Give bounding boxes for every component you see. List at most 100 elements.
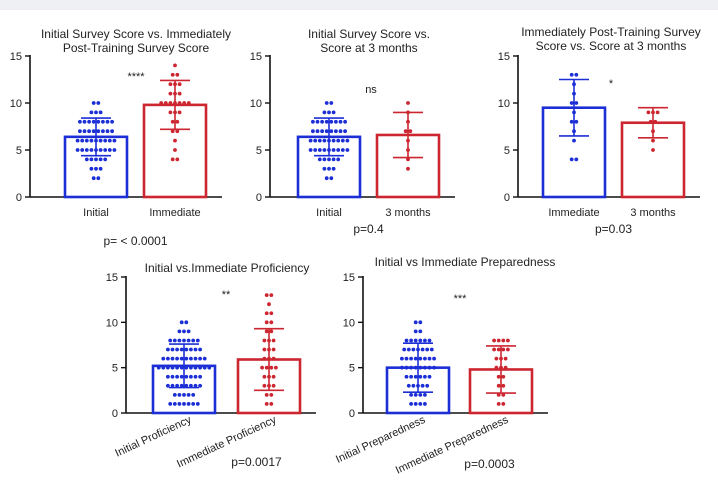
data-point [264, 320, 269, 325]
data-point [651, 129, 655, 134]
data-point [182, 392, 186, 397]
data-point [329, 101, 334, 105]
data-point [189, 356, 193, 361]
data-point [262, 383, 267, 388]
data-point [496, 374, 501, 379]
data-point [173, 138, 177, 143]
data-point [331, 148, 336, 152]
data-point [329, 176, 334, 181]
data-point [89, 157, 94, 162]
data-point [163, 101, 168, 105]
data-point [492, 338, 496, 343]
data-point [193, 365, 198, 370]
data-point [179, 383, 184, 388]
data-point [175, 157, 180, 162]
data-point [572, 129, 576, 134]
data-point [324, 129, 329, 134]
data-point [334, 129, 338, 134]
data-point [269, 392, 274, 397]
data-point [432, 365, 436, 370]
data-point [184, 383, 189, 388]
data-point [96, 101, 101, 105]
significance-label: * [609, 78, 614, 90]
data-point [112, 138, 117, 143]
data-point [427, 338, 432, 343]
data-point [168, 91, 173, 96]
data-point [264, 329, 269, 334]
data-point [569, 119, 574, 124]
data-point [311, 119, 315, 124]
data-point [179, 374, 184, 379]
chart-panel-5: Initial vs Immediate Preparedness051015I… [334, 255, 555, 477]
data-point [336, 157, 341, 162]
data-point [269, 329, 274, 334]
data-point [98, 148, 103, 152]
data-point [572, 110, 576, 115]
data-point [186, 101, 191, 105]
data-point [418, 320, 423, 325]
y-tick-label: 15 [250, 51, 262, 63]
data-point [411, 347, 416, 352]
chart-panel-2: Initial Survey Score vs.Score at 3 month… [250, 27, 455, 236]
significance-label: **** [127, 71, 145, 83]
data-point [84, 138, 89, 143]
data-point [78, 129, 82, 134]
data-point [569, 101, 574, 105]
data-point [170, 119, 175, 124]
data-point [94, 138, 98, 143]
data-point [89, 148, 94, 152]
y-tick-label: 0 [112, 408, 118, 420]
data-point [179, 356, 184, 361]
data-point [496, 347, 501, 352]
data-point [345, 148, 350, 152]
significance-label: ** [222, 289, 231, 301]
data-point [317, 138, 322, 143]
data-point [96, 129, 101, 134]
data-point [91, 129, 96, 134]
data-point [189, 374, 193, 379]
data-point [327, 157, 331, 162]
data-point [170, 129, 175, 134]
data-point [311, 129, 315, 134]
data-point [166, 347, 170, 352]
data-point [432, 356, 436, 361]
data-point [317, 148, 322, 152]
data-point [327, 148, 331, 152]
data-point [651, 110, 655, 115]
data-point [262, 338, 267, 343]
chart-title: Initial vs Immediate Preparedness [375, 255, 556, 269]
data-point [186, 392, 191, 397]
data-point [184, 320, 189, 325]
data-point [338, 129, 343, 134]
data-point [271, 374, 276, 379]
data-point [168, 338, 173, 343]
data-point [168, 101, 173, 105]
data-point [308, 148, 313, 152]
chart-title: Immediately Post-Training Survey [521, 25, 701, 39]
data-point [406, 138, 410, 143]
x-tick-label: Initial Proficiency [113, 414, 193, 460]
data-point [322, 110, 327, 115]
data-point [103, 148, 108, 152]
data-point [166, 356, 170, 361]
data-point [87, 119, 91, 124]
significance-label: *** [454, 293, 468, 305]
data-point [496, 383, 501, 388]
data-point [416, 383, 420, 388]
data-point [404, 365, 409, 370]
data-point [334, 119, 338, 124]
data-point [313, 148, 318, 152]
data-point [572, 82, 576, 87]
data-point [322, 166, 327, 171]
data-point [94, 166, 98, 171]
data-point [494, 365, 499, 370]
data-point [170, 356, 175, 361]
data-point [191, 402, 196, 406]
data-point [322, 148, 327, 152]
y-tick-label: 5 [504, 145, 510, 157]
y-tick-label: 0 [256, 192, 262, 204]
data-point [501, 383, 506, 388]
data-point [423, 402, 427, 406]
data-point [499, 356, 503, 361]
